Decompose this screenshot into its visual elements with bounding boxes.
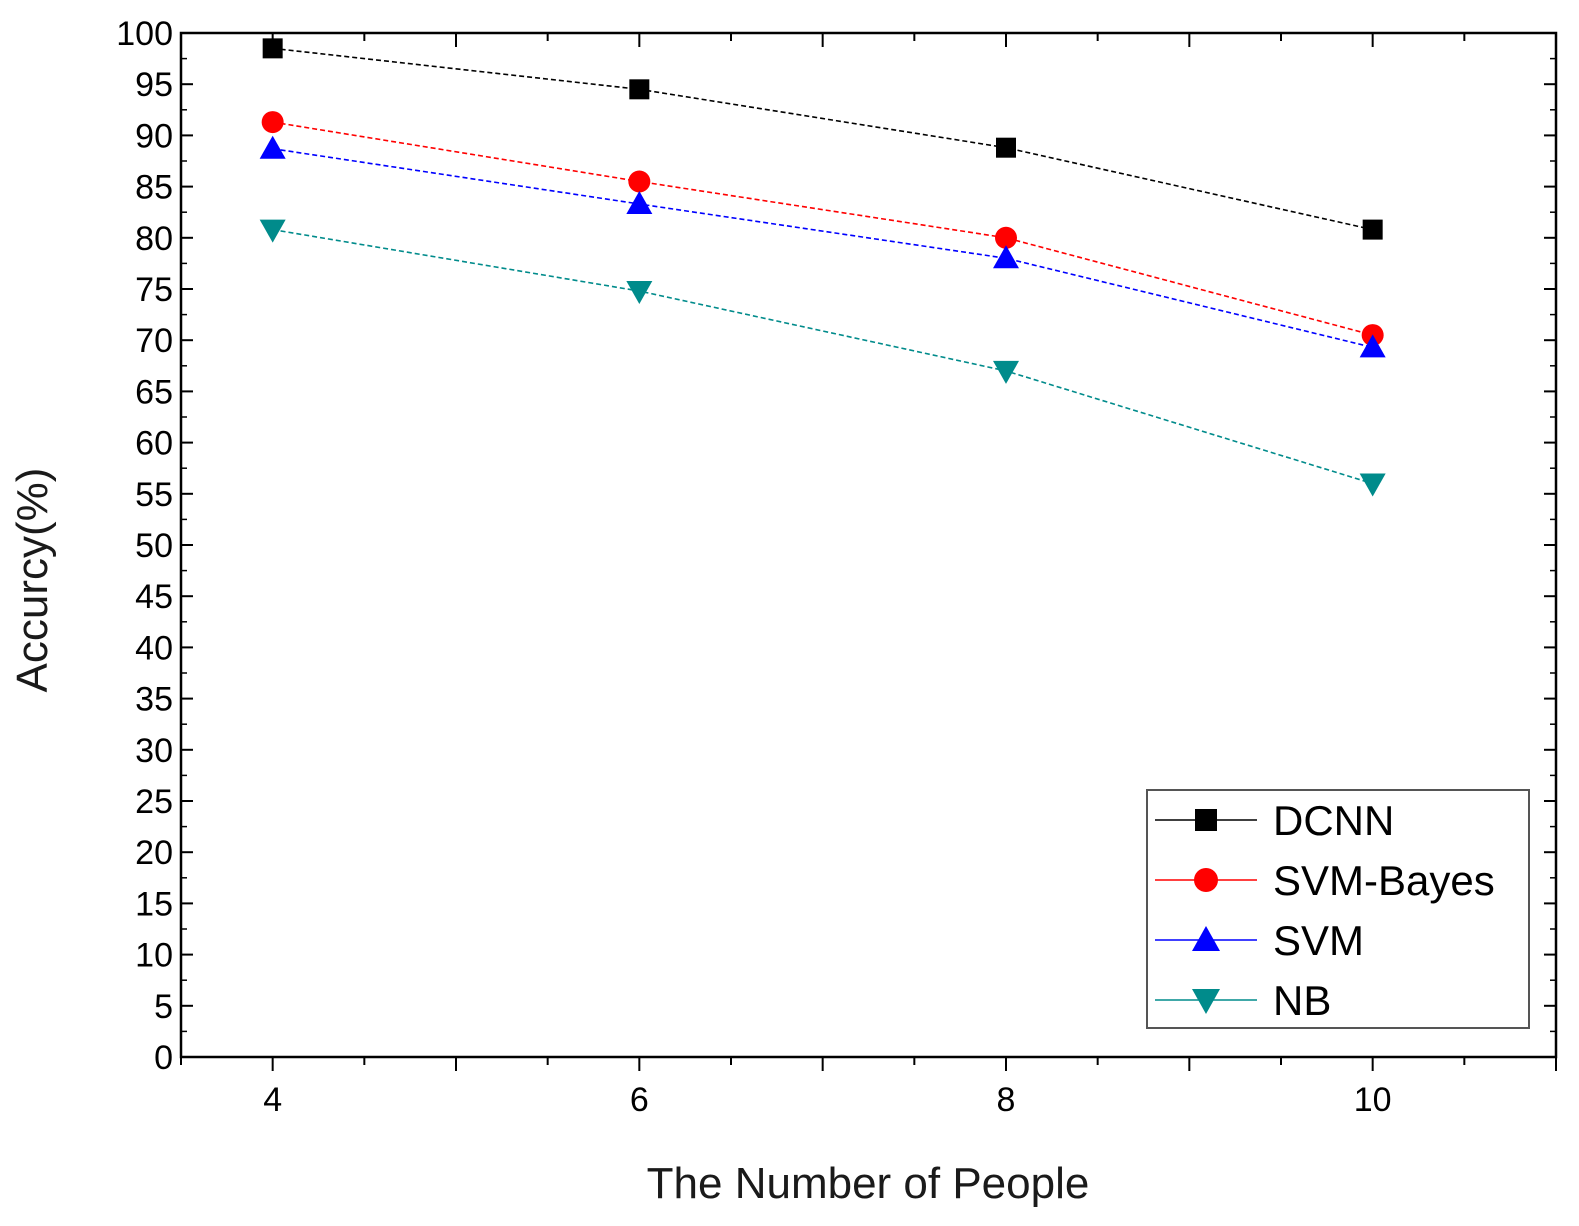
x-tick-label: 6 — [630, 1081, 649, 1119]
data-point — [628, 170, 651, 193]
data-point — [993, 245, 1019, 269]
y-tick-label: 20 — [135, 834, 173, 872]
data-point — [261, 111, 284, 134]
legend-marker — [1194, 868, 1218, 892]
data-point — [993, 360, 1019, 384]
y-tick-label: 90 — [135, 117, 173, 155]
series-svm — [259, 135, 1386, 358]
y-tick-label: 70 — [135, 322, 173, 360]
data-point — [262, 38, 283, 59]
series-line — [272, 47, 1373, 231]
legend-marker — [1192, 926, 1220, 951]
y-tick-label: 15 — [135, 885, 173, 923]
data-point — [1359, 334, 1386, 358]
y-tick-label: 25 — [135, 783, 173, 821]
data-point — [259, 219, 286, 243]
legend-item: SVM — [1155, 917, 1364, 964]
data-point — [626, 191, 653, 215]
y-tick-label: 10 — [135, 937, 173, 975]
legend-item: NB — [1155, 977, 1331, 1024]
x-tick-label: 4 — [263, 1081, 282, 1119]
y-tick-label: 0 — [154, 1039, 173, 1077]
y-tick-label: 95 — [135, 66, 173, 104]
legend-item: DCNN — [1155, 797, 1394, 844]
series-line — [272, 147, 1373, 349]
y-tick-label: 80 — [135, 220, 173, 258]
y-tick-label: 75 — [135, 271, 173, 309]
series-nb — [259, 219, 1386, 497]
data-point — [259, 135, 286, 159]
x-tick-label: 8 — [997, 1081, 1016, 1119]
y-tick-label: 40 — [135, 629, 173, 667]
series-dcnn — [262, 38, 1383, 240]
y-tick-label: 30 — [135, 732, 173, 770]
legend: DCNN SVM-Bayes SVM NB — [1146, 789, 1530, 1029]
y-axis-ticks: 0 5 10 15 20 25 30 35 40 45 50 55 60 65 70 75 80 85 90 95 10… — [116, 15, 1556, 1077]
y-tick-label: 85 — [135, 169, 173, 207]
y-tick-label: 45 — [135, 578, 173, 616]
y-tick-label: 35 — [135, 681, 173, 719]
legend-label: SVM-Bayes — [1273, 857, 1495, 904]
series-line — [272, 228, 1373, 485]
y-tick-label: 60 — [135, 425, 173, 463]
series-line — [272, 121, 1373, 336]
data-point — [629, 79, 650, 100]
data-point — [995, 226, 1017, 249]
series-layer — [259, 38, 1386, 497]
x-axis-label: The Number of People — [647, 1159, 1090, 1208]
legend-label: NB — [1273, 977, 1331, 1024]
data-point — [1359, 473, 1386, 497]
y-tick-label: 5 — [154, 988, 173, 1026]
y-tick-label: 65 — [135, 373, 173, 411]
legend-marker — [1192, 989, 1220, 1014]
legend-label: DCNN — [1273, 797, 1394, 844]
x-tick-label: 10 — [1354, 1081, 1392, 1119]
y-tick-label: 50 — [135, 527, 173, 565]
y-tick-label: 55 — [135, 476, 173, 514]
y-axis-label: Accurcy(%) — [8, 468, 57, 693]
data-point — [996, 137, 1016, 158]
legend-marker — [1195, 809, 1217, 831]
series-svm-bayes — [261, 111, 1384, 347]
data-point — [626, 281, 653, 305]
y-tick-label: 100 — [116, 15, 173, 53]
data-point — [1362, 219, 1383, 240]
legend-item: SVM-Bayes — [1155, 857, 1495, 904]
x-axis-ticks: 4 6 8 10 — [180, 33, 1557, 1119]
legend-label: SVM — [1273, 917, 1364, 964]
